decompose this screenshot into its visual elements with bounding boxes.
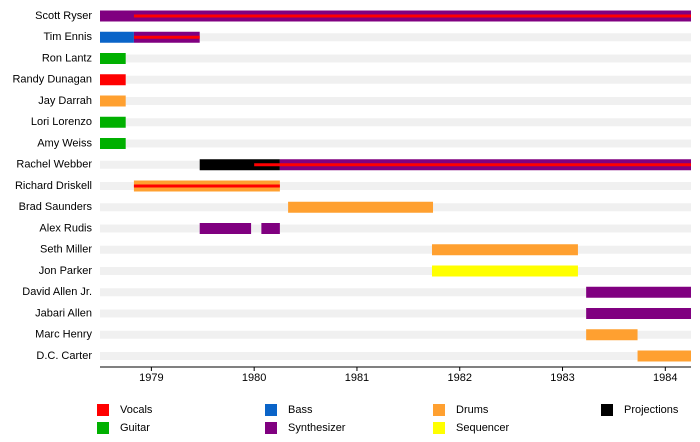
row-stripe (100, 267, 691, 275)
row-stripe (100, 182, 691, 190)
span-bar (431, 265, 578, 277)
row-label: Alex Rudis (39, 222, 92, 234)
legend-swatch (265, 422, 277, 434)
row-label: Richard Driskell (15, 180, 92, 192)
legend-swatch (97, 422, 109, 434)
span-overlay (133, 35, 200, 39)
span-bar (586, 308, 691, 319)
row-label: D.C. Carter (36, 350, 92, 362)
span-bar (100, 95, 126, 107)
legend-swatch (433, 422, 445, 434)
legend-label: Synthesizer (288, 422, 346, 434)
row-stripe (100, 352, 691, 360)
x-tick-label: 1984 (653, 372, 677, 384)
legend-label: Bass (288, 404, 313, 416)
row-label: Marc Henry (35, 329, 92, 341)
legend-swatch (265, 404, 277, 416)
span-bar (199, 159, 280, 171)
legend-swatch (433, 404, 445, 416)
span-bar (100, 53, 126, 64)
row-stripe (100, 245, 691, 254)
row-stripe (100, 118, 691, 127)
row-label: Randy Dunagan (12, 74, 92, 86)
row-stripe (100, 139, 691, 148)
row-stripe (100, 97, 691, 105)
row-label: David Allen Jr. (22, 286, 92, 298)
row-label: Amy Weiss (37, 137, 92, 149)
legend-label: Projections (624, 404, 679, 416)
row-label: Jon Parker (39, 265, 93, 277)
legend-label: Drums (456, 404, 489, 416)
x-tick-label: 1979 (139, 372, 163, 384)
span-bar (586, 329, 638, 341)
span-overlay (133, 14, 691, 18)
legend-swatch (97, 404, 109, 416)
span-bar (431, 244, 578, 256)
x-tick-label: 1981 (345, 372, 369, 384)
span-bar (100, 31, 134, 43)
span-bar (586, 286, 691, 298)
span-bar (199, 223, 252, 234)
span-bar (261, 223, 280, 234)
row-stripe (100, 309, 691, 318)
row-label: Seth Miller (40, 244, 92, 256)
x-tick-label: 1980 (242, 372, 266, 384)
row-label: Scott Ryser (35, 10, 92, 22)
span-overlay (133, 184, 280, 188)
row-stripe (100, 330, 691, 339)
span-overlay (254, 163, 691, 167)
legend-swatch (601, 404, 613, 416)
legend-label: Guitar (120, 422, 150, 434)
row-label: Tim Ennis (44, 31, 93, 43)
row-label: Rachel Webber (16, 159, 92, 171)
row-label: Jay Darrah (38, 95, 92, 107)
span-bar (100, 116, 126, 128)
span-bar (637, 350, 691, 362)
row-label: Lori Lorenzo (31, 116, 92, 128)
row-stripe (100, 75, 691, 84)
row-stripe (100, 224, 691, 233)
span-bar (100, 138, 126, 149)
row-stripe (100, 288, 691, 297)
row-stripe (100, 33, 691, 42)
span-bar (100, 74, 126, 86)
row-label: Jabari Allen (35, 307, 92, 319)
x-tick-label: 1983 (550, 372, 574, 384)
legend-label: Sequencer (456, 422, 510, 434)
row-label: Ron Lantz (42, 52, 92, 64)
legend-label: Vocals (120, 404, 153, 416)
row-stripe (100, 54, 691, 63)
span-bar (288, 201, 434, 213)
x-tick-label: 1982 (447, 372, 471, 384)
row-label: Brad Saunders (19, 201, 93, 213)
